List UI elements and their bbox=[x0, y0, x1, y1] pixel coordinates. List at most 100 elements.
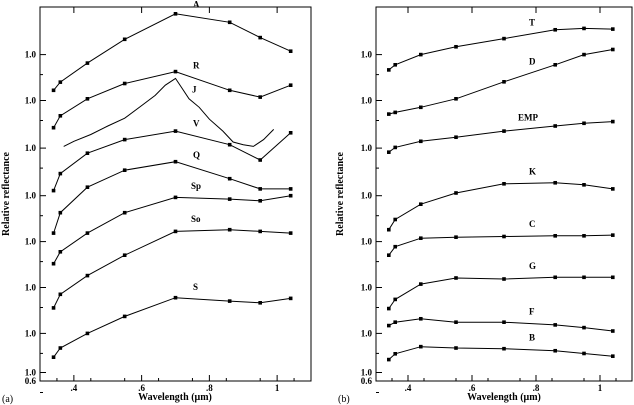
data-point bbox=[387, 68, 391, 72]
data-point bbox=[553, 348, 557, 353]
series-label: C bbox=[529, 219, 536, 229]
y-tick-label: 1.0 bbox=[25, 328, 37, 338]
panel-a-xlabel: Wavelength (μm) bbox=[138, 392, 212, 403]
data-point bbox=[454, 191, 458, 195]
data-point bbox=[58, 346, 63, 350]
data-point bbox=[553, 275, 557, 280]
panel-b-xlabel: Wavelength (μm) bbox=[467, 392, 541, 403]
data-point bbox=[419, 282, 423, 286]
data-point bbox=[288, 296, 293, 301]
y-tick-label: 1.0 bbox=[25, 283, 37, 293]
y-tick-label: 0.6 bbox=[25, 376, 37, 386]
data-point bbox=[51, 188, 56, 193]
data-point bbox=[258, 301, 262, 305]
data-point bbox=[173, 12, 178, 16]
data-point bbox=[502, 234, 506, 239]
series-b: B bbox=[387, 333, 615, 362]
panel-b-ylabel: Relative reflectance bbox=[335, 151, 346, 235]
series-line-q bbox=[53, 161, 291, 234]
data-point bbox=[393, 244, 397, 249]
data-point bbox=[611, 27, 615, 31]
panel-b-x-ticks: .4 .6 .8 1 bbox=[391, 7, 617, 393]
x-tick-label: .4 bbox=[405, 383, 412, 393]
series-label: G bbox=[529, 261, 536, 271]
data-point bbox=[85, 331, 90, 336]
data-point bbox=[419, 344, 423, 349]
data-point bbox=[502, 36, 506, 41]
series-d: D bbox=[387, 47, 615, 116]
data-point bbox=[393, 110, 397, 115]
data-point bbox=[454, 44, 458, 49]
x-tick-label: .8 bbox=[206, 383, 213, 393]
data-point bbox=[258, 199, 262, 203]
data-point bbox=[393, 352, 397, 356]
data-point bbox=[122, 37, 127, 42]
panel-a-y-ticks: 1.01.01.01.01.01.01.01.00.6 bbox=[25, 50, 46, 393]
data-point bbox=[454, 97, 458, 101]
series-r: R bbox=[51, 61, 293, 130]
data-point bbox=[419, 202, 423, 206]
panel-a-series: A R J V Q Sp So S bbox=[51, 0, 293, 359]
data-point bbox=[611, 233, 615, 237]
data-point bbox=[58, 292, 63, 297]
panel-b-label: (b) bbox=[338, 394, 350, 405]
series-line-c bbox=[388, 234, 613, 256]
series-f: F bbox=[387, 307, 615, 333]
series-label: S bbox=[193, 282, 198, 292]
series-t: T bbox=[387, 17, 615, 72]
data-point bbox=[227, 20, 232, 25]
series-s: S bbox=[51, 282, 293, 359]
data-point bbox=[85, 97, 90, 101]
data-point bbox=[502, 277, 506, 281]
panel-a-ylabel: Relative reflectance bbox=[1, 151, 12, 235]
data-point bbox=[258, 229, 262, 234]
data-point bbox=[419, 139, 423, 144]
series-label: R bbox=[193, 61, 200, 71]
data-point bbox=[611, 187, 615, 191]
data-point bbox=[122, 81, 127, 86]
series-label: F bbox=[529, 307, 535, 317]
y-tick-label: 1.0 bbox=[361, 191, 373, 201]
panel-b-frame bbox=[375, 6, 633, 382]
data-point bbox=[611, 275, 615, 280]
series-line-t bbox=[388, 27, 613, 71]
panel-a-frame bbox=[39, 6, 312, 382]
y-tick-label: 1.0 bbox=[25, 143, 37, 153]
series-line-so bbox=[53, 229, 291, 309]
data-point bbox=[173, 69, 178, 74]
series-line-k bbox=[388, 182, 613, 230]
data-point bbox=[553, 124, 557, 128]
series-line-emp bbox=[388, 121, 613, 153]
data-point bbox=[502, 129, 506, 133]
data-point bbox=[582, 275, 586, 280]
data-point bbox=[51, 355, 56, 359]
data-point bbox=[387, 253, 391, 257]
series-label: EMP bbox=[518, 113, 538, 123]
data-point bbox=[51, 88, 56, 93]
data-point bbox=[58, 210, 63, 215]
series-label: V bbox=[193, 118, 200, 128]
series-q: Q bbox=[51, 150, 293, 235]
data-point bbox=[58, 250, 63, 254]
series-label: So bbox=[191, 214, 201, 224]
x-tick-label: .6 bbox=[138, 383, 145, 393]
data-point bbox=[387, 227, 391, 232]
data-point bbox=[85, 273, 90, 278]
data-point bbox=[502, 346, 506, 351]
data-point bbox=[227, 227, 232, 232]
y-tick-label: 1.0 bbox=[361, 368, 373, 378]
data-point bbox=[419, 316, 423, 321]
data-point bbox=[122, 210, 127, 215]
series-label: T bbox=[529, 17, 535, 27]
data-point bbox=[258, 158, 262, 162]
data-point bbox=[553, 63, 557, 67]
series-g: G bbox=[387, 261, 615, 311]
data-point bbox=[582, 52, 586, 57]
data-point bbox=[387, 150, 391, 154]
data-point bbox=[553, 323, 557, 327]
y-tick-label: 1.0 bbox=[25, 50, 37, 60]
data-point bbox=[258, 187, 262, 191]
data-point bbox=[553, 234, 557, 238]
data-point bbox=[611, 119, 615, 124]
series-j: J bbox=[63, 77, 275, 147]
